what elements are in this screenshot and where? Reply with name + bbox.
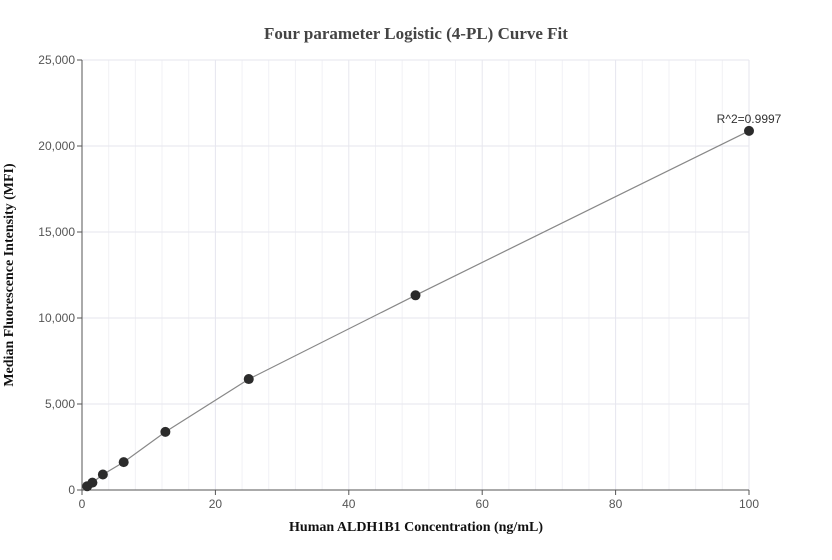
y-tick-label: 20,000 [38,139,75,153]
x-tick-label: 20 [209,497,223,511]
data-point [744,125,754,136]
y-tick-label: 10,000 [38,311,75,325]
data-point [87,477,98,488]
y-ticks: 0 5,000 10,000 15,000 20,000 25,000 [38,53,82,497]
x-tick-label: 100 [739,497,759,511]
data-points [82,125,754,492]
data-point [97,469,108,480]
y-tick-label: 15,000 [38,225,75,239]
data-point [243,374,254,385]
y-tick-label: 25,000 [38,53,75,67]
y-tick-label: 5,000 [45,397,75,411]
x-tick-label: 0 [79,497,86,511]
chart-title: Four parameter Logistic (4-PL) Curve Fit [264,24,568,43]
x-ticks: 0 20 40 60 80 100 [79,490,759,511]
data-point [118,457,129,468]
r-squared-annotation: R^2=0.9997 [717,112,782,126]
data-point [410,290,421,301]
x-tick-label: 60 [476,497,490,511]
y-tick-label: 0 [68,483,75,497]
data-point [160,426,171,437]
y-axis-label: Median Fluorescence Intensity (MFI) [2,163,17,387]
major-grid [82,59,750,490]
minor-grid [108,60,723,490]
x-tick-label: 40 [342,497,356,511]
x-tick-label: 80 [609,497,623,511]
x-axis-label: Human ALDH1B1 Concentration (ng/mL) [289,520,543,535]
fit-curve [86,130,750,487]
